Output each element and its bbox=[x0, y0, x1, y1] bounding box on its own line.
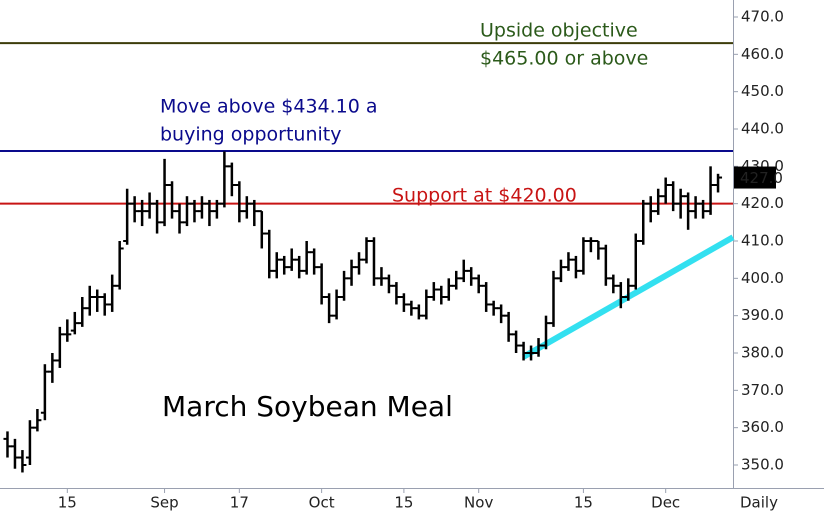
y-tick-label: 450.0 bbox=[741, 82, 784, 100]
x-tick-label: 15 bbox=[394, 494, 413, 512]
y-tick-label: 360.0 bbox=[741, 418, 784, 436]
period-label: Daily bbox=[740, 494, 778, 512]
y-tick-label: 420.0 bbox=[741, 194, 784, 212]
y-tick-label: 390.0 bbox=[741, 306, 784, 324]
last-value-label: 427.0 bbox=[740, 169, 783, 187]
level-annotation: Move above $434.10 a bbox=[160, 96, 378, 118]
x-tick-label: Nov bbox=[464, 494, 493, 512]
level-annotation: $465.00 or above bbox=[480, 48, 648, 70]
y-tick-label: 370.0 bbox=[741, 381, 784, 399]
x-tick-label: Dec bbox=[651, 494, 680, 512]
x-tick-label: 15 bbox=[58, 494, 77, 512]
level-annotation: buying opportunity bbox=[160, 124, 341, 146]
y-tick-label: 460.0 bbox=[741, 45, 784, 63]
x-tick-label: Sep bbox=[150, 494, 178, 512]
x-tick-label: 15 bbox=[574, 494, 593, 512]
x-tick-label: 17 bbox=[230, 494, 249, 512]
y-tick-label: 470.0 bbox=[741, 8, 784, 26]
y-tick-label: 410.0 bbox=[741, 232, 784, 250]
x-tick-label: Oct bbox=[309, 494, 335, 512]
y-tick-label: 380.0 bbox=[741, 344, 784, 362]
chart-title: March Soybean Meal bbox=[162, 390, 453, 423]
last-value-box bbox=[734, 166, 776, 189]
y-tick-label: 400.0 bbox=[741, 269, 784, 287]
y-tick-label: 440.0 bbox=[741, 120, 784, 138]
level-annotation: Upside objective bbox=[480, 20, 638, 42]
level-annotation: Support at $420.00 bbox=[392, 185, 577, 207]
y-tick-label: 350.0 bbox=[741, 456, 784, 474]
